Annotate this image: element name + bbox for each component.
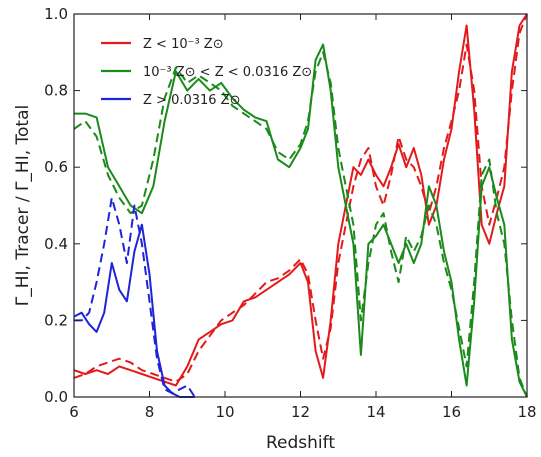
series-line-2 [73, 13, 528, 383]
y-tick-label: 1.0 [44, 5, 68, 23]
plot-lines [73, 13, 528, 398]
legend-label-1: Z < 10⁻³ Z⊙ [143, 37, 224, 52]
x-tick-label: 10 [215, 403, 234, 421]
series-line-1 [73, 13, 528, 387]
axis-ticks: 6 8 10 12 14 16 18 0.0 0.2 0.4 0.6 0.8 1.0 [44, 5, 536, 421]
x-tick-label: 16 [442, 403, 461, 421]
y-tick-label: 0.4 [44, 235, 68, 253]
series-line-4 [73, 51, 528, 398]
series-line-5 [73, 223, 195, 398]
legend: Z < 10⁻³ Z⊙ 10⁻³ Z⊙ < Z < 0.0316 Z⊙ Z > 0.… [101, 37, 312, 108]
x-tick-label: 8 [145, 403, 155, 421]
y-tick-label: 0.6 [44, 158, 68, 176]
x-tick-label: 18 [517, 403, 536, 421]
legend-label-2: 10⁻³ Z⊙ < Z < 0.0316 Z⊙ [143, 65, 312, 80]
legend-label-3: Z > 0.0316 Z⊙ [143, 93, 240, 108]
y-tick-label: 0.2 [44, 311, 68, 329]
series-line-3 [74, 43, 528, 398]
x-tick-label: 12 [291, 403, 310, 421]
y-tick-label: 0.8 [44, 82, 68, 100]
x-tick-label: 6 [69, 403, 79, 421]
y-axis-label: Γ_HI, Tracer / Γ_HI, Total [13, 105, 33, 306]
y-tick-label: 0.0 [44, 388, 68, 406]
x-axis-label: Redshift [266, 433, 335, 453]
series-line-6 [74, 196, 196, 398]
x-tick-label: 14 [366, 403, 385, 421]
